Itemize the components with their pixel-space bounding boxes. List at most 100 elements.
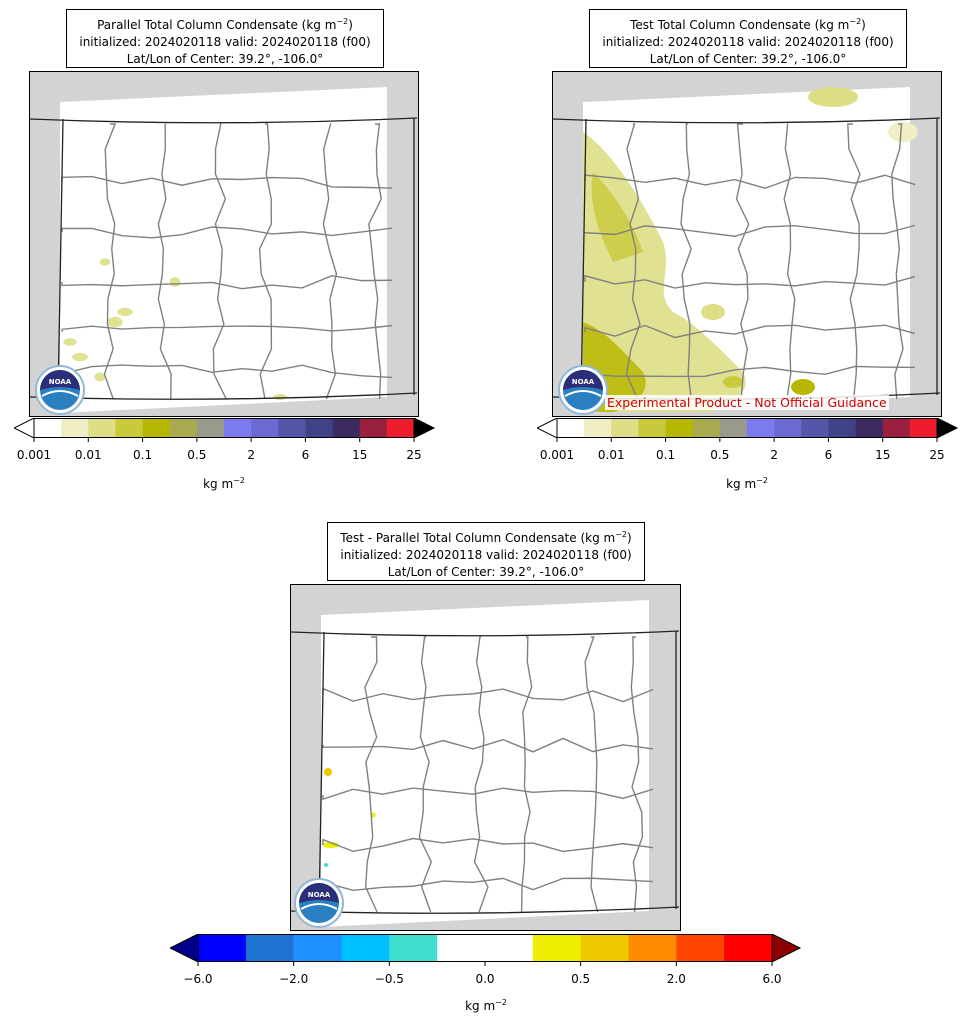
county-line <box>847 123 861 400</box>
diff-map-svg: NOAA <box>291 600 679 928</box>
state-line <box>580 118 587 401</box>
county-line <box>680 123 692 400</box>
county-line <box>322 877 654 892</box>
colorbar-tick-label: 0.01 <box>74 448 102 462</box>
condensate-area <box>791 379 815 395</box>
county-line <box>61 175 393 189</box>
county-line <box>783 123 796 400</box>
state-line <box>30 117 417 124</box>
test-unit-sup: −2 <box>756 476 768 485</box>
colorbar-segment <box>61 418 89 438</box>
state-line <box>57 118 64 401</box>
condensate-area <box>583 132 746 412</box>
colorbar-segment <box>584 418 612 438</box>
condensate-area <box>99 258 111 266</box>
noaa-logo: NOAA <box>35 365 85 415</box>
colorbar-tick-label: 2 <box>770 448 778 462</box>
colorbar-under-arrow <box>14 418 35 439</box>
colorbar-segment <box>386 418 415 438</box>
colorbar-tick-label: 2.0 <box>666 972 686 986</box>
colorbar-segment <box>341 934 390 962</box>
test-map[interactable]: NOAA Experimental Product - Not Official… <box>552 71 942 417</box>
test-map-svg: NOAA <box>553 87 940 415</box>
model-domain <box>321 600 649 927</box>
parallel-title-line1: Parallel Total Column Condensate (kg m <box>97 18 337 32</box>
parallel-colorbar-unit: kg m−2 <box>203 476 245 491</box>
parallel-unit-text: kg m <box>203 477 234 491</box>
logo-text: NOAA <box>49 378 72 386</box>
colorbar-segment <box>724 934 773 962</box>
parallel-title-sup: −2 <box>336 17 349 26</box>
colorbar-tick-label: 6.0 <box>762 972 782 986</box>
colorbar-segment <box>359 418 388 438</box>
colorbar-tick-label: −6.0 <box>183 972 213 986</box>
county-line <box>61 324 393 332</box>
colorbar-segment <box>719 418 748 438</box>
colorbar-segment <box>828 418 856 438</box>
county-line <box>322 123 338 400</box>
difference-area <box>323 842 339 848</box>
county-line <box>322 687 654 703</box>
state-line <box>553 117 940 124</box>
colorbar-tick-label: 6 <box>301 448 310 462</box>
difference-area <box>324 768 332 776</box>
county-line <box>322 787 654 801</box>
colorbar-segment <box>251 418 279 438</box>
colorbar-segment <box>389 934 438 962</box>
parallel-map-svg: NOAA <box>30 87 417 415</box>
county-line <box>368 123 382 400</box>
test-colorbar-unit: kg m−2 <box>726 476 768 491</box>
colorbar-segment <box>638 418 666 438</box>
test-title-line3: Lat/Lon of Center: 39.2°, -106.0° <box>649 52 847 66</box>
condensate-area <box>107 316 123 328</box>
county-line <box>584 324 916 339</box>
logo-sky <box>299 883 339 903</box>
county-line <box>364 636 378 913</box>
state-line <box>291 906 679 914</box>
logo-bird <box>300 903 338 910</box>
colorbar-segment <box>278 418 306 438</box>
logo-bird <box>564 390 602 397</box>
colorbar-segment <box>88 418 116 438</box>
condensate-area <box>888 122 918 142</box>
colorbar-segment <box>557 418 585 438</box>
colorbar-segment <box>692 418 721 438</box>
colorbar-segment <box>245 934 294 962</box>
condensate-area <box>72 352 88 362</box>
parallel-map[interactable]: NOAA <box>29 71 419 417</box>
colorbar-tick-label: 15 <box>352 448 368 462</box>
test-title: Test Total Column Condensate (kg m−2) in… <box>589 9 907 68</box>
colorbar-segment <box>115 418 143 438</box>
colorbar-segment <box>801 418 829 438</box>
county-line <box>418 636 433 913</box>
colorbar-segment <box>665 418 694 438</box>
colorbar-tick-label: 15 <box>875 448 891 462</box>
county-boundaries <box>322 636 654 913</box>
test-unit-text: kg m <box>726 477 757 491</box>
county-line <box>735 123 750 400</box>
colorbar-tick-label: 25 <box>406 448 422 462</box>
county-line <box>584 274 916 289</box>
test-title-line2: initialized: 2024020118 valid: 202402011… <box>602 35 894 49</box>
county-line <box>473 636 489 913</box>
colorbar-segment <box>142 418 171 438</box>
colorbar-over-arrow <box>413 418 436 439</box>
colorbar-segment <box>628 934 677 962</box>
state-boundaries <box>291 630 679 915</box>
colorbar-segment <box>305 418 333 438</box>
colorbar-tick-label: 0.1 <box>656 448 676 462</box>
colorbar-segment <box>293 934 342 962</box>
colorbar-segment <box>676 934 725 962</box>
colorbar-segment <box>224 418 252 438</box>
diff-map[interactable]: NOAA <box>290 584 681 931</box>
test-colorbar <box>537 418 959 442</box>
colorbar-segment <box>611 418 639 438</box>
county-line <box>584 365 916 378</box>
logo-sky <box>563 370 603 390</box>
diff-title-line2: initialized: 2024020118 valid: 202402011… <box>340 548 632 562</box>
colorbar-tick-label: 0.5 <box>571 972 591 986</box>
condensate-area <box>117 307 133 317</box>
colorbar-segment <box>198 934 247 962</box>
colorbar-segment <box>855 418 884 438</box>
county-line <box>891 123 904 400</box>
